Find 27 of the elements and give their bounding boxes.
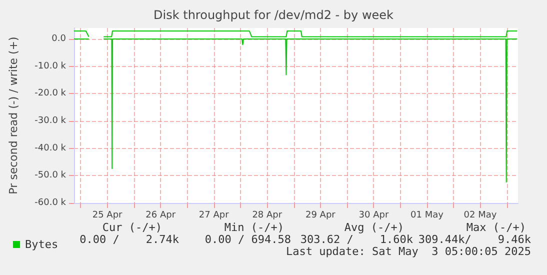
x-tick-label: 28 Apr bbox=[252, 210, 282, 220]
y-tick-label: 0.0 bbox=[52, 34, 66, 44]
y-tick-label: -60.0 k bbox=[34, 198, 67, 208]
text: Last update: Sat May 3 05:00:05 2025 bbox=[286, 245, 531, 258]
text: 0.00 / 2.74k bbox=[80, 233, 180, 246]
y-tick-label: -10.0 k bbox=[34, 61, 67, 72]
x-tick-label: 30 Apr bbox=[358, 210, 389, 220]
y-axis-title: Pr second read (-) / write (+) bbox=[7, 36, 20, 194]
text: Avg (-/+) bbox=[344, 221, 404, 234]
text: 309.44k/ 9.46k bbox=[418, 233, 532, 246]
x-tick-label: 25 Apr bbox=[92, 210, 123, 220]
y-tick-label: -20.0 k bbox=[34, 88, 67, 99]
text: 0.00 / 694.58 bbox=[204, 233, 291, 246]
y-tick-label: -50.0 k bbox=[34, 170, 67, 181]
x-tick-label: 26 Apr bbox=[146, 210, 176, 220]
x-tick-label: 27 Apr bbox=[198, 210, 230, 220]
chart-title: Disk throughput for /dev/md2 - by week bbox=[154, 8, 394, 22]
text: Cur (-/+) bbox=[102, 221, 162, 234]
text: Max (-/+) bbox=[466, 221, 526, 234]
y-tick-label: -30.0 k bbox=[34, 116, 67, 126]
x-tick-label: 02 May bbox=[464, 210, 498, 220]
text: Min (-/+) bbox=[224, 221, 284, 234]
x-tick-label: 01 May bbox=[410, 210, 444, 220]
legend-label: Bytes bbox=[25, 238, 58, 251]
x-tick-label: 29 Apr bbox=[305, 210, 336, 220]
text: 303.62 / 1.60k bbox=[300, 233, 414, 246]
y-tick-label: -40.0 k bbox=[34, 143, 67, 154]
